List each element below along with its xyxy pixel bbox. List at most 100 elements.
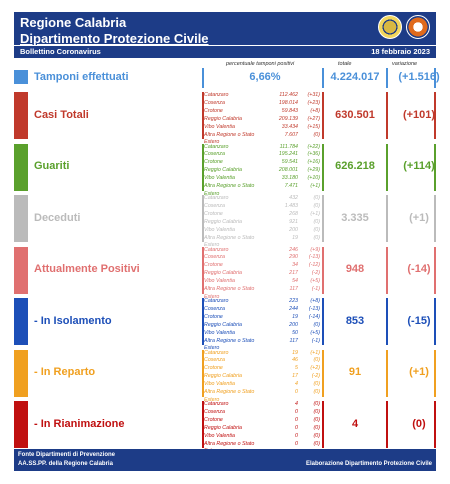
section-divider [434, 349, 436, 397]
province-name: Crotone [204, 313, 223, 320]
province-delta: (0) [313, 202, 320, 209]
province-value: 112.462 [279, 92, 298, 98]
province-name: Cosenza [204, 151, 225, 158]
province-value: 0 [295, 432, 298, 439]
province-name: Catanzaro [204, 143, 229, 150]
tamponi-marker [14, 70, 28, 84]
province-value: 111.784 [279, 143, 298, 150]
section-divider [202, 401, 204, 448]
section-divider [202, 92, 204, 139]
province-value: 0 [295, 440, 298, 447]
province-row: Catanzaro 432 (0) [204, 195, 320, 203]
province-delta: (-2) [311, 270, 320, 277]
province-delta: (-1) [311, 286, 320, 293]
province-delta: (0) [313, 357, 320, 364]
section-reparto: - In Reparto Catanzaro 19 (+1) Cosenza 46 (0) C… [14, 349, 436, 403]
province-delta: (+23) [307, 99, 320, 106]
section-divider [386, 195, 388, 242]
province-row: Reggio Calabria 17 (-2) [204, 373, 320, 381]
province-row: Catanzaro 4 (0) [204, 401, 320, 409]
province-value: 198.014 [278, 99, 298, 106]
province-name: Vibo Valentia [204, 226, 235, 233]
section-divider [202, 246, 204, 294]
province-name: Crotone [204, 262, 223, 269]
province-row: Catanzaro 111.784 (+22) [204, 144, 320, 152]
province-value: 0 [295, 408, 298, 415]
section-total: 630.501 [335, 108, 375, 121]
section-divider [322, 349, 324, 397]
province-value: 200 [289, 321, 298, 328]
province-row: Reggio Calabria 209.139 (+27) [204, 116, 320, 124]
province-delta: (0) [313, 195, 320, 201]
percent-column-header: percentuale tamponi positivi [226, 61, 295, 67]
province-row: Altra Regione o Stato Estero 117 (-1) [204, 338, 320, 354]
tamponi-total: 4.224.017 [330, 71, 380, 83]
tamponi-percent: 6,66% [249, 71, 281, 83]
province-delta: (+5) [310, 329, 320, 336]
section-divider [322, 298, 324, 345]
province-row: Vibo Valentia 0 (0) [204, 433, 320, 441]
province-value: 59.843 [281, 107, 298, 114]
section-divider [386, 298, 388, 345]
province-name: Crotone [204, 159, 223, 166]
province-delta: (+10) [307, 175, 320, 182]
section-variation: (+1) [409, 366, 429, 378]
section-guariti: Guariti Catanzaro 111.784 (+22) Cosenza 195.2… [14, 143, 436, 197]
section-marker [14, 401, 28, 448]
province-delta: (0) [313, 440, 320, 447]
section-divider [386, 143, 388, 191]
department-title: Dipartimento Protezione Civile [20, 31, 209, 46]
section-label: - In Reparto [34, 366, 96, 378]
province-value: 117 [289, 286, 298, 293]
section-divider [434, 92, 436, 139]
province-row: Cosenza 198.014 (+23) [204, 100, 320, 108]
section-variation: (0) [412, 417, 426, 430]
footer: Fonte Dipartimenti di Prevenzione AA.SS.… [14, 449, 436, 471]
section-total: 91 [348, 366, 362, 378]
province-value: 0 [295, 389, 298, 396]
section-divider [386, 92, 388, 139]
bulletin-bar: Bollettino Coronavirus 18 febbraio 2023 [14, 45, 436, 58]
section-divider [434, 298, 436, 345]
section-divider [202, 143, 204, 191]
province-row: Vibo Valentia 33.434 (+15) [204, 124, 320, 132]
section-marker [14, 298, 28, 345]
province-list: Catanzaro 4 (0) Cosenza 0 (0) Crotone 0 (0) Reggi… [204, 401, 320, 456]
province-value: 246 [289, 246, 298, 253]
province-name: Altra Regione o Stato Estero [204, 234, 255, 249]
province-name: Vibo Valentia [204, 278, 235, 285]
bulletin-date: 18 febbraio 2023 [371, 47, 430, 56]
civil-protection-logo-icon [406, 15, 430, 39]
province-list: Catanzaro 112.462 (+31) Cosenza 198.014 (+23)… [204, 92, 320, 147]
province-list: Catanzaro 246 (+9) Cosenza 290 (-13) Crotone 34… [204, 247, 320, 302]
section-divider [386, 349, 388, 397]
province-delta: (-13) [308, 305, 320, 312]
section-label: Deceduti [34, 211, 81, 224]
province-row: Cosenza 195.241 (+36) [204, 151, 320, 159]
province-name: Catanzaro [204, 246, 229, 253]
section-marker [14, 92, 28, 139]
province-row: Cosenza 46 (0) [204, 357, 320, 365]
province-name: Crotone [204, 365, 223, 372]
province-name: Reggio Calabria [204, 270, 242, 277]
credit: Elaborazione Dipartimento Protezione Civ… [305, 461, 432, 467]
section-label: Attualmente Positivi [34, 263, 140, 275]
province-value: 19 [292, 313, 298, 320]
province-delta: (0) [313, 401, 320, 407]
province-row: Reggio Calabria 208.001 (+29) [204, 167, 320, 175]
province-delta: (+16) [307, 159, 320, 166]
tamponi-bar-mid [322, 68, 324, 88]
province-value: 34 [292, 262, 298, 269]
province-delta: (0) [313, 408, 320, 415]
province-delta: (-14) [308, 313, 320, 320]
province-delta: (+2) [310, 365, 320, 372]
province-row: Vibo Valentia 33.180 (+10) [204, 175, 320, 183]
province-row: Catanzaro 246 (+9) [204, 247, 320, 255]
province-delta: (0) [313, 226, 320, 233]
section-divider [322, 92, 324, 139]
province-value: 33.180 [281, 175, 298, 182]
province-name: Catanzaro [204, 349, 229, 356]
section-divider [322, 401, 324, 448]
province-value: 7.471 [284, 183, 298, 190]
province-name: Cosenza [204, 305, 225, 312]
